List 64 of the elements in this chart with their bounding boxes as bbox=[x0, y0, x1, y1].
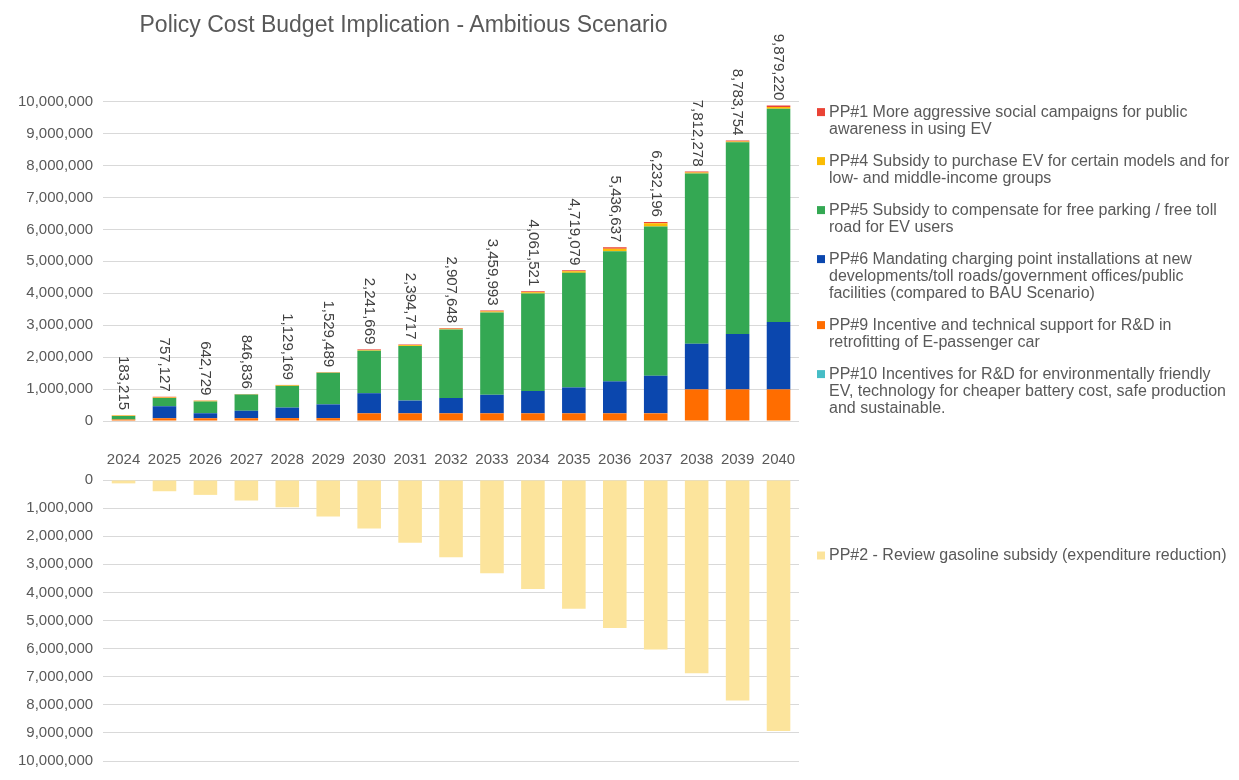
y-tick-label: 9,000,000 bbox=[26, 723, 94, 741]
x-tick-label: 2024 bbox=[106, 450, 141, 468]
y-tick-label: 10,000,000 bbox=[18, 751, 94, 769]
x-tick-label: 2036 bbox=[598, 450, 632, 468]
legend-label: PP#5 Subsidy to compensate for free parking / free toll road for EV users bbox=[829, 200, 1217, 235]
y-tick-label: 4,000,000 bbox=[26, 582, 94, 600]
total-label: 4,719,079 bbox=[566, 198, 584, 266]
x-tick-label: 2034 bbox=[516, 450, 550, 468]
legend-label: PP#10 Incentives for R&D for environmentally friendly EV, technology for cheaper battery cost, safe production and sustainable. bbox=[829, 364, 1226, 416]
y-tick-label: 0 bbox=[84, 411, 94, 429]
y-tick-label: 3,000,000 bbox=[26, 554, 94, 572]
total-label: 8,783,754 bbox=[730, 68, 748, 136]
x-tick-label: 2029 bbox=[311, 450, 345, 468]
y-tick-label: 5,000,000 bbox=[26, 251, 94, 269]
y-tick-label: 7,000,000 bbox=[26, 666, 94, 684]
legend-label: PP#1 More aggressive social campaigns for public awareness in using EV bbox=[829, 102, 1188, 137]
y-tick-label: 3,000,000 bbox=[26, 315, 94, 333]
legend-label: PP#9 Incentive and technical support for R&D in retrofitting of E-passenger car bbox=[829, 315, 1172, 350]
x-tick-label: 2028 bbox=[270, 450, 304, 468]
y-tick-label: 0 bbox=[84, 470, 94, 488]
total-label: 2,907,648 bbox=[443, 256, 461, 324]
x-tick-label: 2026 bbox=[188, 450, 223, 468]
x-tick-label: 2040 bbox=[761, 450, 796, 468]
x-tick-label: 2035 bbox=[557, 450, 591, 468]
total-label: 2,241,669 bbox=[362, 277, 380, 345]
total-label: 183,215 bbox=[116, 355, 134, 411]
total-label: 3,459,993 bbox=[484, 238, 502, 306]
total-label: 642,729 bbox=[198, 341, 216, 396]
y-tick-label: 7,000,000 bbox=[26, 187, 94, 205]
total-label: 846,836 bbox=[239, 334, 257, 389]
legend-label: PP#4 Subsidy to purchase EV for certain models and for low- and middle-income groups bbox=[829, 151, 1230, 186]
legend-label: PP#6 Mandating charging point installations at new developments/toll roads/government offices/public facilities (compared to BAU Scenario) bbox=[829, 249, 1193, 301]
total-label: 6,232,196 bbox=[648, 150, 666, 217]
total-label: 9,879,220 bbox=[771, 33, 789, 101]
y-tick-label: 8,000,000 bbox=[26, 155, 94, 173]
chart-title: Policy Cost Budget Implication - Ambitious Scenario bbox=[139, 11, 668, 38]
x-tick-label: 2038 bbox=[679, 450, 714, 468]
total-label: 7,812,278 bbox=[689, 99, 707, 167]
total-label: 5,436,637 bbox=[607, 175, 625, 243]
y-tick-label: 10,000,000 bbox=[18, 91, 94, 109]
y-tick-label: 8,000,000 bbox=[26, 694, 94, 712]
legend-label: PP#2 - Review gasoline subsidy (expenditure reduction) bbox=[829, 545, 1227, 563]
total-label: 1,529,489 bbox=[321, 300, 339, 368]
x-tick-label: 2033 bbox=[475, 450, 509, 468]
x-tick-label: 2032 bbox=[434, 450, 468, 468]
total-label: 2,394,717 bbox=[402, 272, 420, 340]
y-tick-label: 6,000,000 bbox=[26, 638, 94, 656]
x-tick-label: 2031 bbox=[393, 450, 427, 468]
y-tick-label: 2,000,000 bbox=[26, 526, 94, 544]
total-label: 4,061,521 bbox=[525, 219, 543, 287]
y-tick-label: 6,000,000 bbox=[26, 219, 94, 237]
x-tick-label: 2037 bbox=[639, 450, 673, 468]
y-tick-label: 2,000,000 bbox=[26, 347, 94, 365]
y-tick-label: 4,000,000 bbox=[26, 283, 94, 301]
x-tick-label: 2027 bbox=[229, 450, 264, 468]
total-label: 1,129,169 bbox=[280, 313, 298, 380]
x-tick-label: 2030 bbox=[352, 450, 386, 468]
total-label: 757,127 bbox=[157, 337, 175, 392]
y-tick-label: 5,000,000 bbox=[26, 610, 94, 628]
x-tick-label: 2039 bbox=[720, 450, 755, 468]
x-tick-label: 2025 bbox=[147, 450, 182, 468]
y-tick-label: 1,000,000 bbox=[26, 379, 94, 397]
y-tick-label: 9,000,000 bbox=[26, 123, 94, 141]
y-tick-label: 1,000,000 bbox=[26, 498, 94, 516]
